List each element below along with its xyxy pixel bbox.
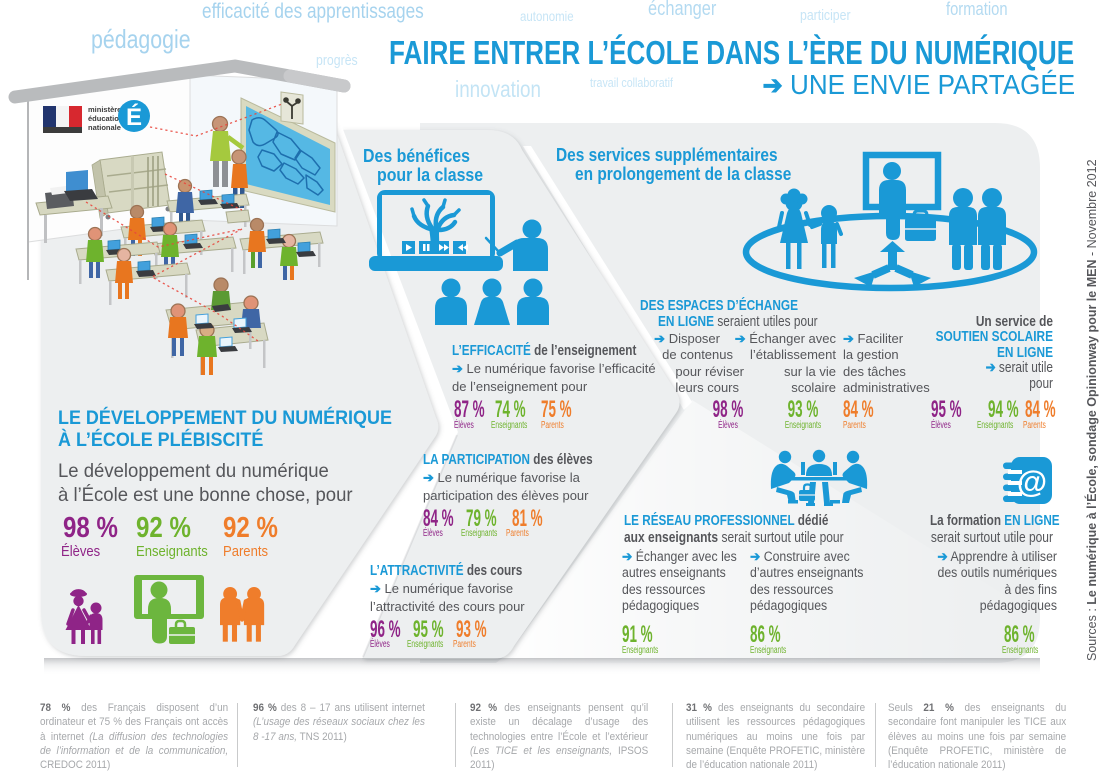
svg-text:É: É: [126, 103, 142, 131]
svg-text:ministère: ministère: [88, 105, 121, 114]
svg-text:nationale: nationale: [88, 123, 121, 132]
svg-text:@: @: [1017, 464, 1047, 499]
svg-text:éducation: éducation: [88, 114, 124, 123]
